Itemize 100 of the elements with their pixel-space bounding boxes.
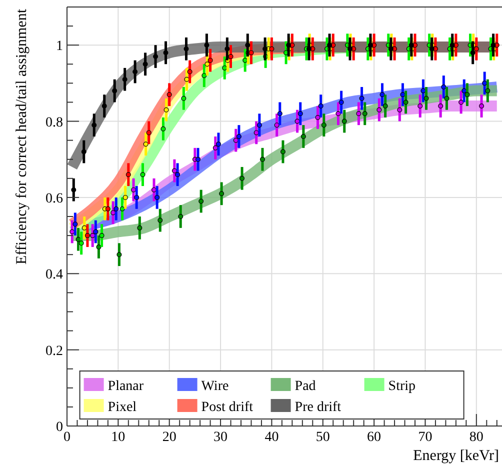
point (146, 130, 152, 136)
legend-label: Pad (294, 379, 316, 394)
point (444, 96, 450, 101)
x-tick-label: 80 (469, 430, 484, 445)
point (403, 100, 408, 105)
point (184, 46, 189, 52)
x-tick-label: 70 (418, 430, 432, 445)
point (277, 111, 282, 116)
point (196, 156, 201, 162)
point (202, 73, 207, 78)
point (388, 46, 394, 52)
y-tick-label: 0.8 (46, 115, 63, 130)
point (438, 104, 444, 109)
point (224, 46, 230, 52)
x-tick-label: 60 (367, 430, 382, 445)
point (172, 168, 177, 174)
point (114, 206, 119, 212)
x-tick-label: 40 (264, 430, 279, 445)
point (400, 92, 406, 98)
point (204, 62, 210, 67)
point (126, 172, 131, 178)
point (178, 214, 184, 219)
point (216, 142, 221, 147)
point (256, 122, 262, 128)
point (166, 92, 172, 98)
point (84, 233, 90, 238)
point (116, 252, 122, 258)
x-tick-label: 10 (111, 430, 126, 445)
point (208, 58, 213, 63)
point (175, 172, 180, 178)
point (286, 42, 292, 48)
point (134, 194, 140, 200)
legend-label: Pre drift (294, 400, 342, 415)
point (102, 104, 107, 109)
point (164, 107, 169, 112)
point (99, 233, 104, 238)
point (424, 96, 429, 101)
point (81, 149, 86, 154)
point (82, 225, 87, 230)
point (184, 76, 190, 82)
point (429, 46, 434, 52)
point (154, 194, 160, 200)
x-axis-title: Energy [keVr] (413, 448, 499, 464)
point (327, 42, 332, 48)
legend-label: Planar (108, 379, 144, 394)
point (348, 46, 353, 52)
point (408, 42, 414, 48)
point (338, 100, 344, 105)
point (212, 145, 218, 150)
y-tick-label: 0.4 (46, 268, 63, 283)
point (163, 50, 168, 56)
point (450, 42, 455, 48)
point (120, 206, 125, 212)
point (96, 244, 102, 250)
point (260, 156, 265, 162)
point (240, 176, 245, 181)
point (112, 88, 118, 94)
point (470, 50, 476, 56)
point (474, 46, 479, 52)
point (198, 198, 204, 204)
point (418, 104, 423, 109)
point (72, 222, 78, 227)
point (318, 104, 324, 109)
point (306, 46, 312, 52)
point (321, 122, 326, 128)
point (187, 69, 192, 74)
point (274, 122, 280, 128)
point (336, 111, 341, 116)
x-tick-label: 50 (316, 430, 330, 445)
point (78, 240, 84, 246)
legend-label: Pixel (108, 400, 137, 415)
point (315, 114, 320, 120)
legend-label: Strip (388, 379, 416, 394)
point (92, 122, 97, 128)
point (300, 134, 306, 140)
point (490, 42, 496, 48)
point (298, 111, 303, 116)
point (105, 206, 110, 212)
y-axis-title: Efficiency for correct head/tail assignment (14, 8, 30, 264)
x-tick-label: 20 (162, 430, 176, 445)
point (245, 42, 250, 48)
point (142, 62, 148, 67)
point (152, 187, 156, 192)
legend-label: Post drift (201, 400, 254, 415)
point (441, 84, 446, 90)
point (132, 69, 138, 74)
y-tick-label: 1 (56, 39, 63, 54)
y-tick-label: 0.6 (46, 191, 63, 206)
y-tick-label: 0.2 (46, 344, 63, 359)
y-tick-label: 0 (56, 420, 63, 435)
point (359, 96, 364, 101)
point (356, 111, 362, 116)
point (368, 42, 373, 48)
x-tick-label: 30 (214, 430, 228, 445)
point (479, 104, 484, 109)
point (143, 142, 148, 147)
point (71, 187, 76, 192)
point (228, 54, 234, 60)
point (269, 46, 274, 52)
point (158, 218, 163, 223)
